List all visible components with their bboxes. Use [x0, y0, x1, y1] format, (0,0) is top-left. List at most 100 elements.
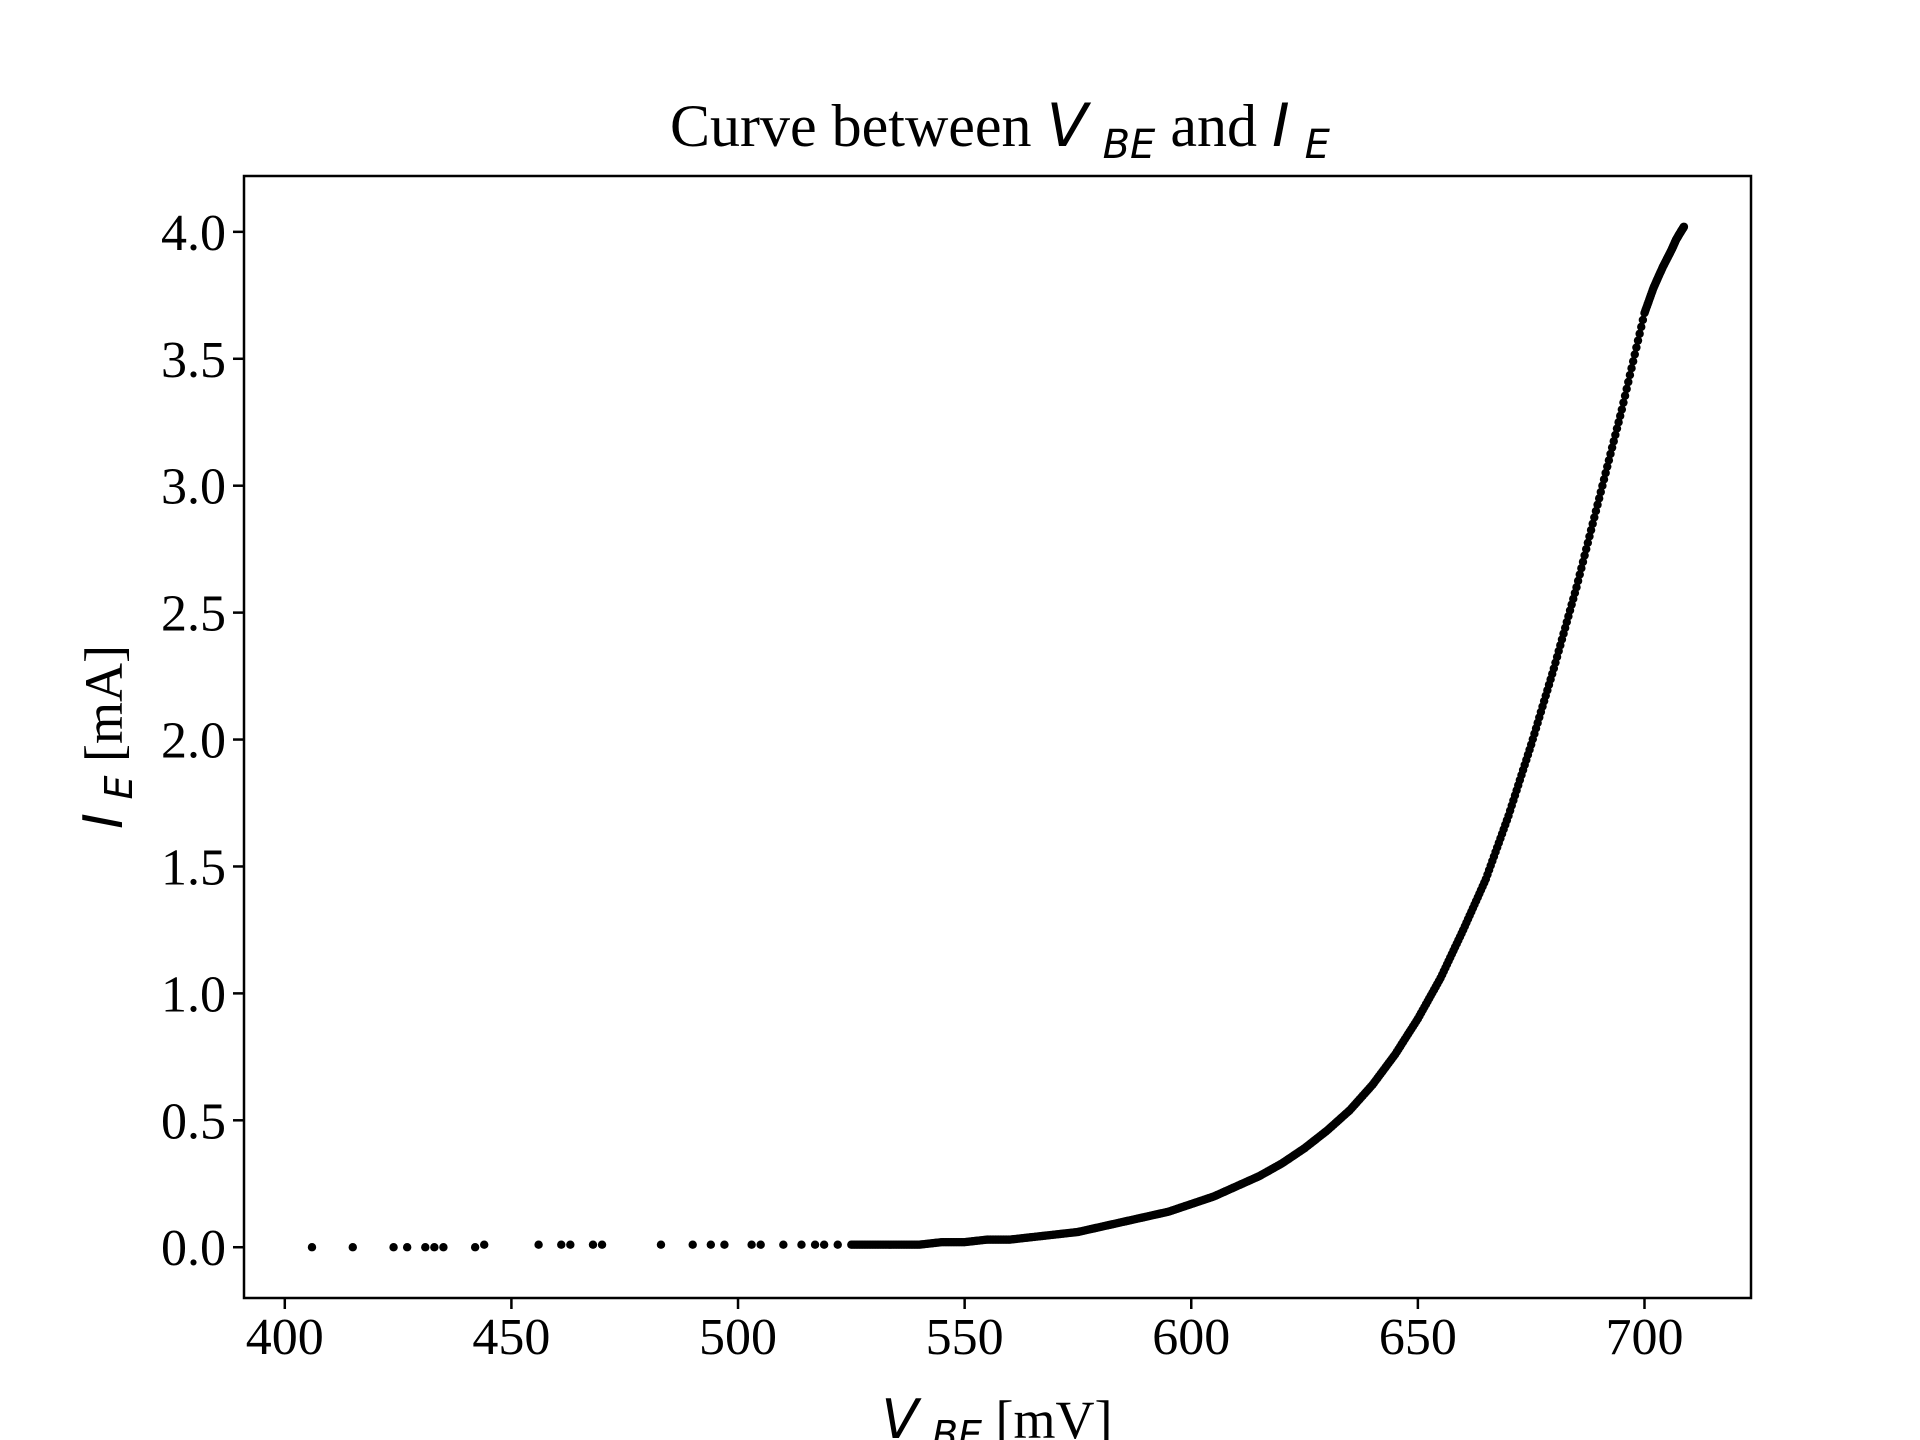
data-point [706, 1240, 716, 1249]
data-point [810, 1240, 820, 1249]
data-point [1601, 468, 1610, 478]
x-label-main: V [881, 1388, 922, 1440]
data-point [1570, 588, 1580, 598]
data-point [421, 1243, 430, 1252]
data-point [1575, 570, 1584, 579]
data-point [557, 1240, 566, 1249]
data-point [1457, 929, 1466, 938]
data-point [1622, 384, 1631, 394]
title-text-prefix: Curve between [670, 93, 1047, 159]
data-point [1638, 315, 1648, 325]
title-var2-main: I [1272, 91, 1290, 161]
data-point [819, 1240, 829, 1249]
data-point [1607, 443, 1617, 452]
data-point [779, 1240, 788, 1249]
data-point [1604, 456, 1614, 465]
y-tick-label: 2.5 [161, 586, 226, 643]
data-point [1578, 557, 1588, 567]
data-point [1679, 222, 1688, 232]
data-point [1630, 350, 1639, 359]
data-point [1434, 976, 1444, 986]
title-var2-sub: E [1305, 122, 1331, 168]
y-label-unit: [mA] [74, 645, 134, 762]
y-tick-label: 2.0 [161, 713, 226, 770]
y-label-sub: E [97, 776, 141, 800]
data-point [1588, 519, 1597, 528]
data-point [534, 1240, 543, 1249]
x-axis-label: V BE [mV] [881, 1388, 1112, 1440]
plot-area-frame [242, 174, 1753, 1300]
data-point [566, 1240, 575, 1249]
y-axis-ticks: 0.0 0.5 1.0 1.5 2.0 2.5 3.0 3.5 4.0 [161, 205, 244, 1277]
data-point [1628, 357, 1638, 366]
data-point [1633, 336, 1643, 345]
data-point [1624, 377, 1633, 387]
x-tick-label: 700 [1605, 1309, 1683, 1366]
title-text-middle: and [1170, 93, 1272, 159]
title-var1-sub: BE [1103, 122, 1156, 168]
data-point [1627, 363, 1636, 373]
x-tick-label: 550 [926, 1309, 1004, 1366]
data-point [1573, 576, 1583, 586]
data-point [1580, 551, 1589, 560]
data-point [747, 1240, 756, 1249]
data-point [430, 1243, 439, 1252]
data-point [480, 1240, 489, 1249]
y-tick-label: 4.0 [161, 205, 226, 262]
data-points [307, 222, 1689, 1252]
data-point [1577, 563, 1586, 573]
y-tick-label: 1.5 [161, 839, 226, 896]
data-point [1591, 506, 1601, 516]
data-point [348, 1243, 357, 1252]
data-point [1586, 525, 1596, 535]
data-point [1598, 481, 1607, 490]
data-point [1603, 462, 1612, 471]
data-point [1637, 322, 1646, 332]
y-label-main: I [72, 813, 135, 829]
data-point [1632, 343, 1641, 352]
data-point [597, 1240, 607, 1249]
x-tick-label: 400 [246, 1309, 324, 1366]
data-point [1617, 405, 1627, 414]
data-point [1614, 418, 1623, 427]
data-point [1502, 816, 1512, 825]
x-label-sub: BE [932, 1413, 982, 1440]
data-point [1620, 391, 1630, 400]
data-point [1635, 329, 1644, 338]
x-tick-label: 500 [699, 1309, 777, 1366]
y-tick-label: 0.0 [161, 1220, 226, 1277]
data-point [1525, 745, 1534, 754]
x-tick-label: 650 [1379, 1309, 1457, 1366]
y-tick-label: 3.0 [161, 459, 226, 516]
data-point [1594, 494, 1604, 503]
x-axis-ticks: 400 450 500 550 600 650 700 [246, 1298, 1683, 1366]
data-point [1585, 532, 1594, 541]
data-point [1606, 449, 1615, 459]
data-point [720, 1240, 729, 1249]
title-var1-main: V [1047, 91, 1092, 161]
data-point [1625, 370, 1635, 380]
data-point [470, 1243, 480, 1252]
y-axis-label: I E [mA] [72, 645, 144, 829]
data-point [1590, 513, 1599, 522]
y-tick-label: 1.0 [161, 966, 226, 1023]
data-point [588, 1240, 598, 1249]
x-label-unit: [mV] [996, 1390, 1113, 1440]
data-point [797, 1240, 806, 1249]
data-point [1596, 487, 1605, 497]
data-point [1612, 424, 1622, 433]
data-point [656, 1240, 666, 1249]
data-point [1593, 500, 1602, 509]
x-tick-label: 600 [1152, 1309, 1230, 1366]
chart-title: Curve between V BE and I E [670, 91, 1331, 171]
data-point [1609, 437, 1618, 446]
x-tick-label: 450 [472, 1309, 550, 1366]
data-point [402, 1243, 412, 1252]
data-point [307, 1243, 317, 1252]
data-point [756, 1240, 765, 1249]
data-point [439, 1243, 448, 1252]
data-point [1583, 538, 1593, 548]
data-point [1619, 398, 1628, 407]
